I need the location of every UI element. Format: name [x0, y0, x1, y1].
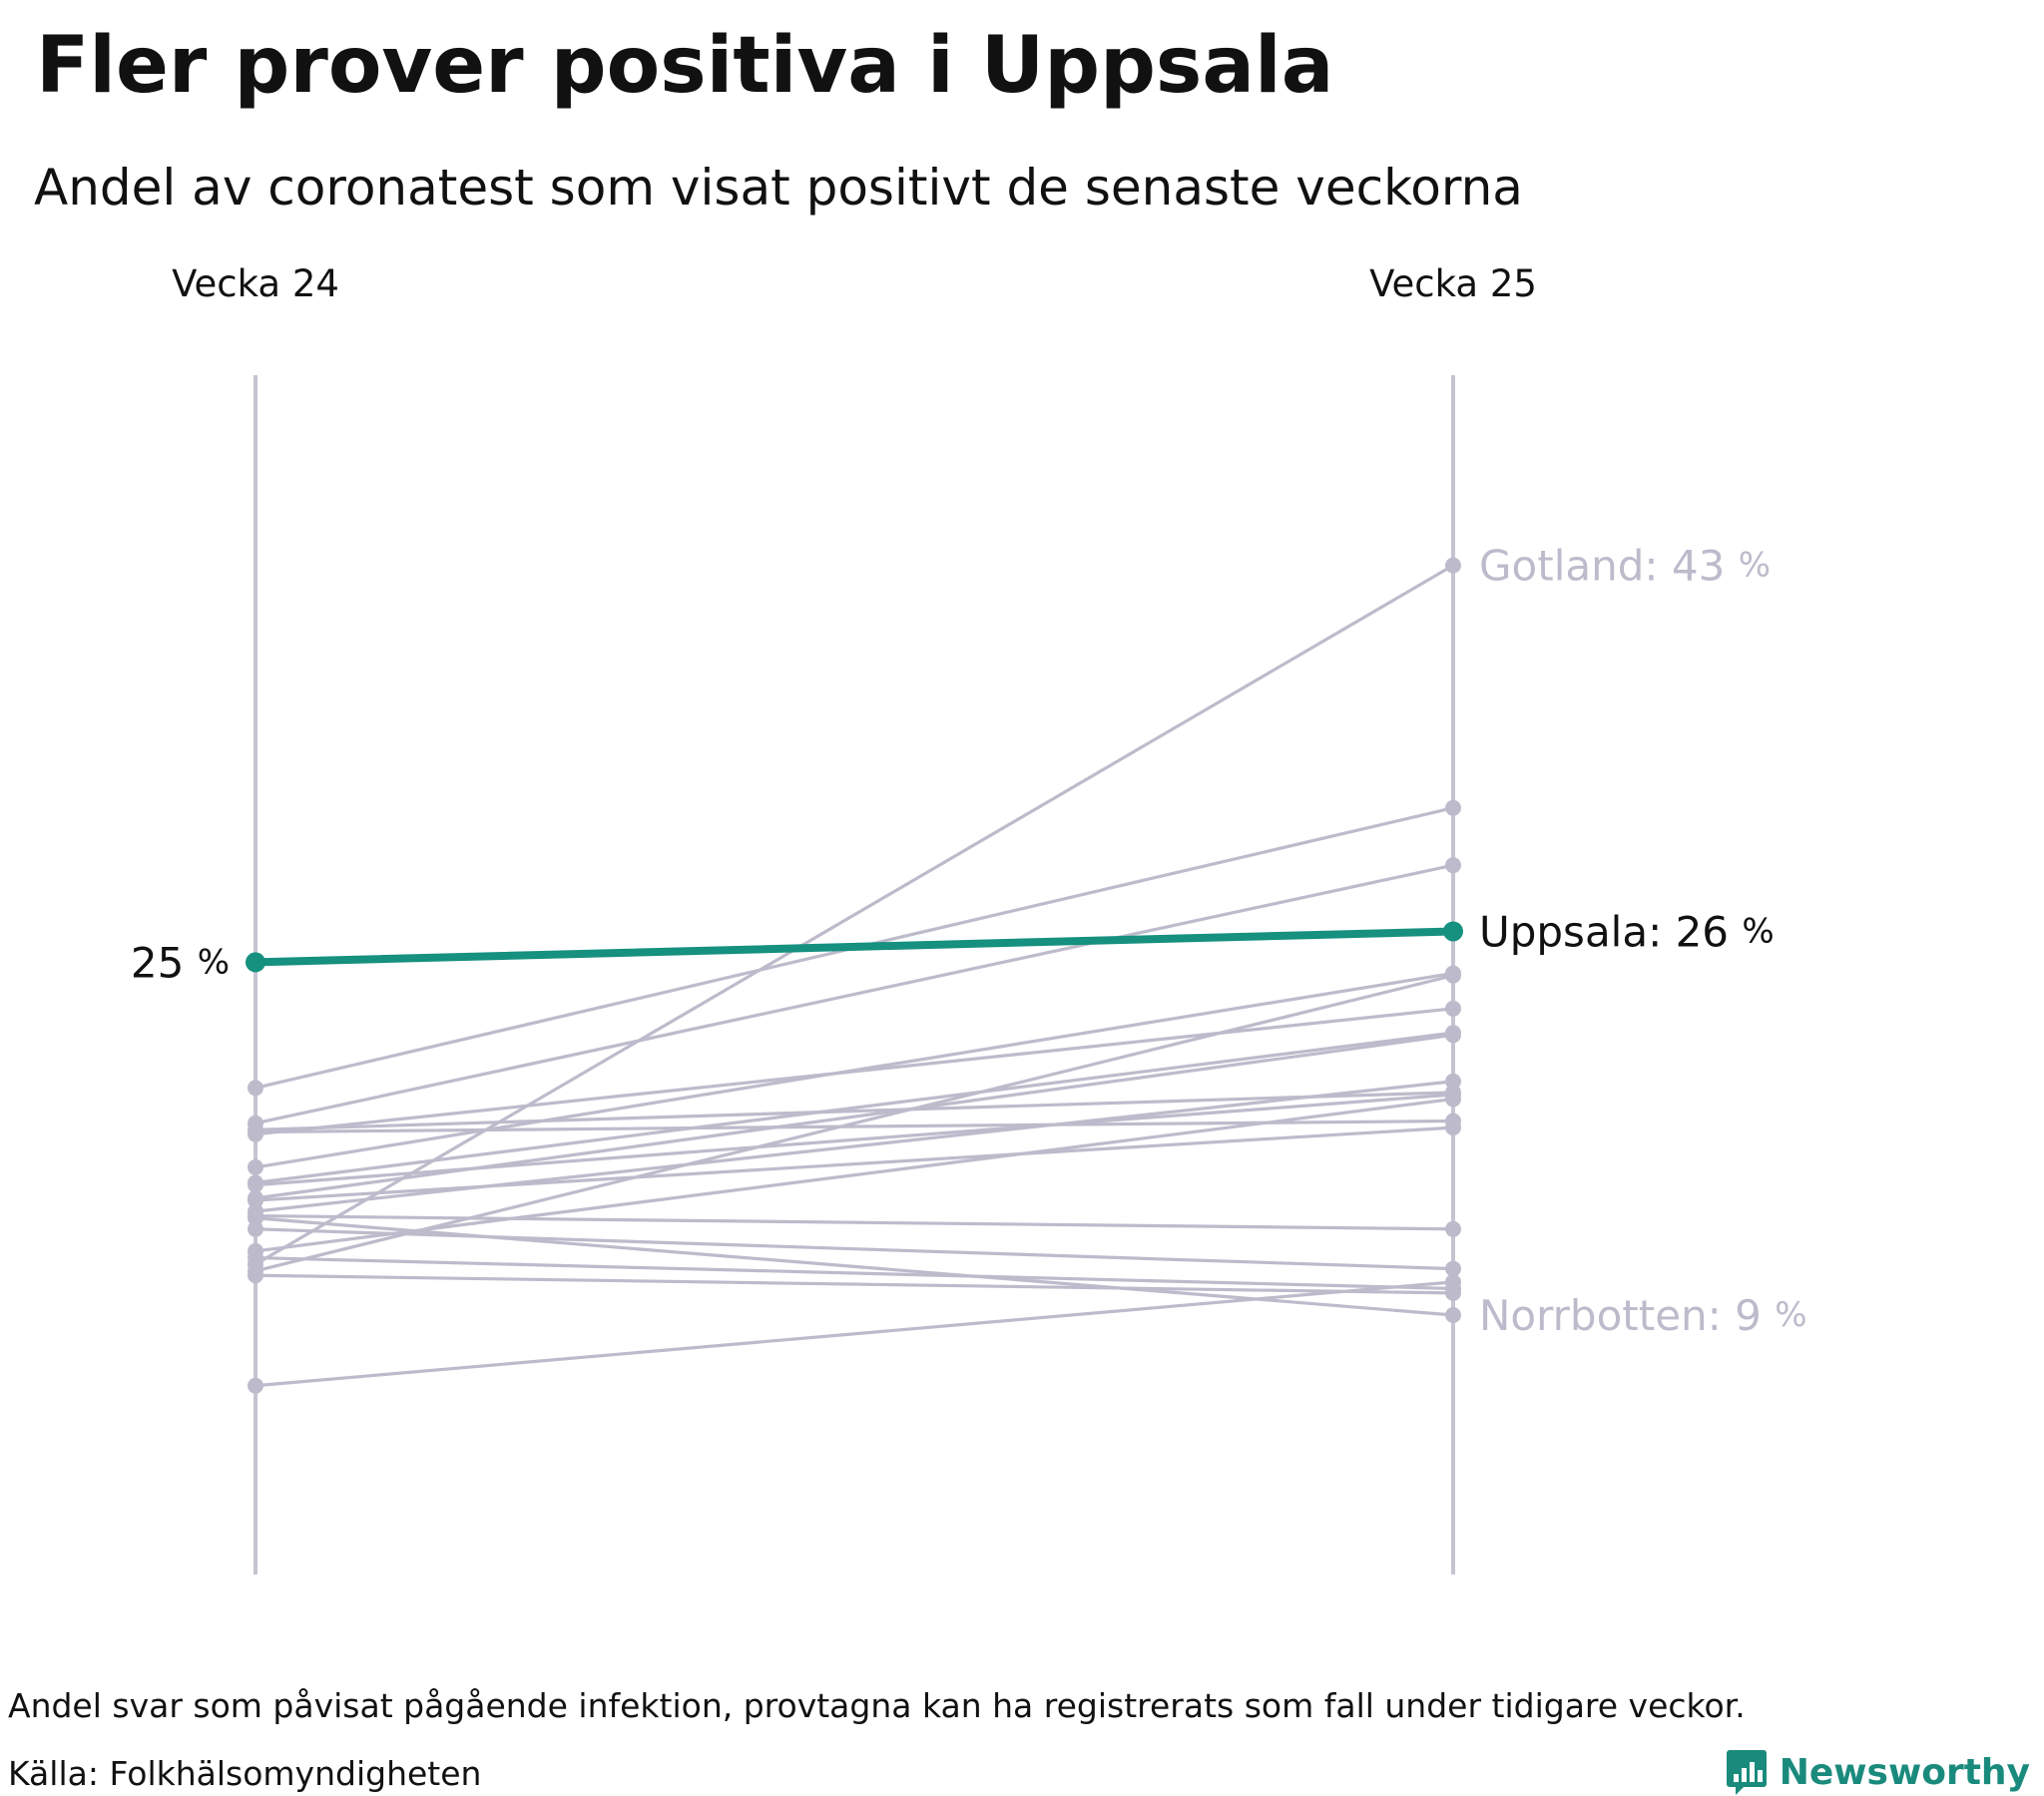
point-right-region-13	[1445, 1073, 1461, 1090]
footnote: Andel svar som påvisat pågående infektio…	[8, 1686, 1746, 1725]
point-left-region-4	[248, 1080, 263, 1097]
point-right-region-15	[1445, 1220, 1461, 1237]
column-label-right: Vecka 25	[1369, 262, 1537, 305]
series-line-region-18	[254, 1255, 1455, 1291]
source-note: Källa: Folkhälsomyndigheten	[8, 1754, 482, 1793]
series-line-region-20	[254, 974, 1455, 1273]
series-line-highlight	[246, 921, 1463, 973]
chart-title: Fler prover positiva i Uppsala	[36, 21, 1334, 111]
point-left-region-21	[248, 1377, 263, 1394]
series-line-region-5	[254, 863, 1455, 1125]
series-line-region-7	[254, 1091, 1455, 1131]
point-left-region-16	[248, 1220, 263, 1237]
point-right-region-12	[1445, 1027, 1461, 1044]
point-right-region-17	[1445, 1091, 1461, 1108]
point-left-region-11	[248, 1176, 263, 1193]
value-label-right-uppsala: Uppsala: 26 %	[1479, 907, 1775, 956]
series-line-region-13	[254, 1080, 1455, 1213]
point-right-gotland	[1445, 557, 1461, 574]
value-label-right-gotland: Gotland: 43 %	[1479, 541, 1771, 590]
point-right-region-5	[1445, 857, 1461, 874]
point-right-region-4	[1445, 799, 1461, 816]
series-line-region-21	[254, 1280, 1455, 1388]
brand-logo: Newsworthy	[1726, 1748, 2030, 1796]
series-line-region-15	[254, 1213, 1455, 1231]
chart-subtitle: Andel av coronatest som visat positivt d…	[34, 159, 1523, 217]
brand-name: Newsworthy	[1779, 1751, 2030, 1793]
point-left-region-14	[248, 1192, 263, 1209]
point-left-region-9	[248, 1158, 263, 1175]
series-line-uppsala	[252, 927, 1457, 967]
series-line-region-19	[254, 1273, 1455, 1295]
series-line-region-12	[254, 1033, 1455, 1200]
bar-chart-icon	[1726, 1750, 1767, 1795]
point-right-norrbotten	[1445, 1307, 1461, 1323]
value-label-right-norrbotten: Norrbotten: 9 %	[1479, 1291, 1807, 1340]
point-left-uppsala	[246, 952, 265, 973]
series-line-norrbotten	[254, 1216, 1455, 1317]
point-right-region-14	[1445, 1120, 1461, 1136]
point-right-region-21	[1445, 1273, 1461, 1290]
point-left-region-8	[248, 1123, 263, 1140]
point-left-region-15	[248, 1207, 263, 1224]
series-line-region-16	[254, 1227, 1455, 1271]
point-right-uppsala	[1443, 921, 1463, 942]
point-right-region-20	[1445, 967, 1461, 984]
series-line-gotland	[254, 563, 1455, 1266]
point-right-region-6	[1445, 1000, 1461, 1017]
value-label-left-uppsala: 25 %	[131, 938, 230, 987]
series-line-region-17	[254, 1097, 1455, 1253]
series-line-region-14	[254, 1125, 1455, 1202]
series-line-region-10	[254, 1031, 1455, 1185]
point-right-region-16	[1445, 1260, 1461, 1277]
series-lines-muted	[248, 557, 1461, 1394]
series-line-region-9	[254, 971, 1455, 1169]
point-left-region-20	[248, 1262, 263, 1279]
value-labels: 25 % Gotland: 43 % Uppsala: 26 % Norrbotten…	[131, 541, 1807, 1339]
point-right-region-19	[1445, 1284, 1461, 1301]
point-left-region-18	[248, 1249, 263, 1266]
column-label-left: Vecka 24	[172, 262, 339, 305]
